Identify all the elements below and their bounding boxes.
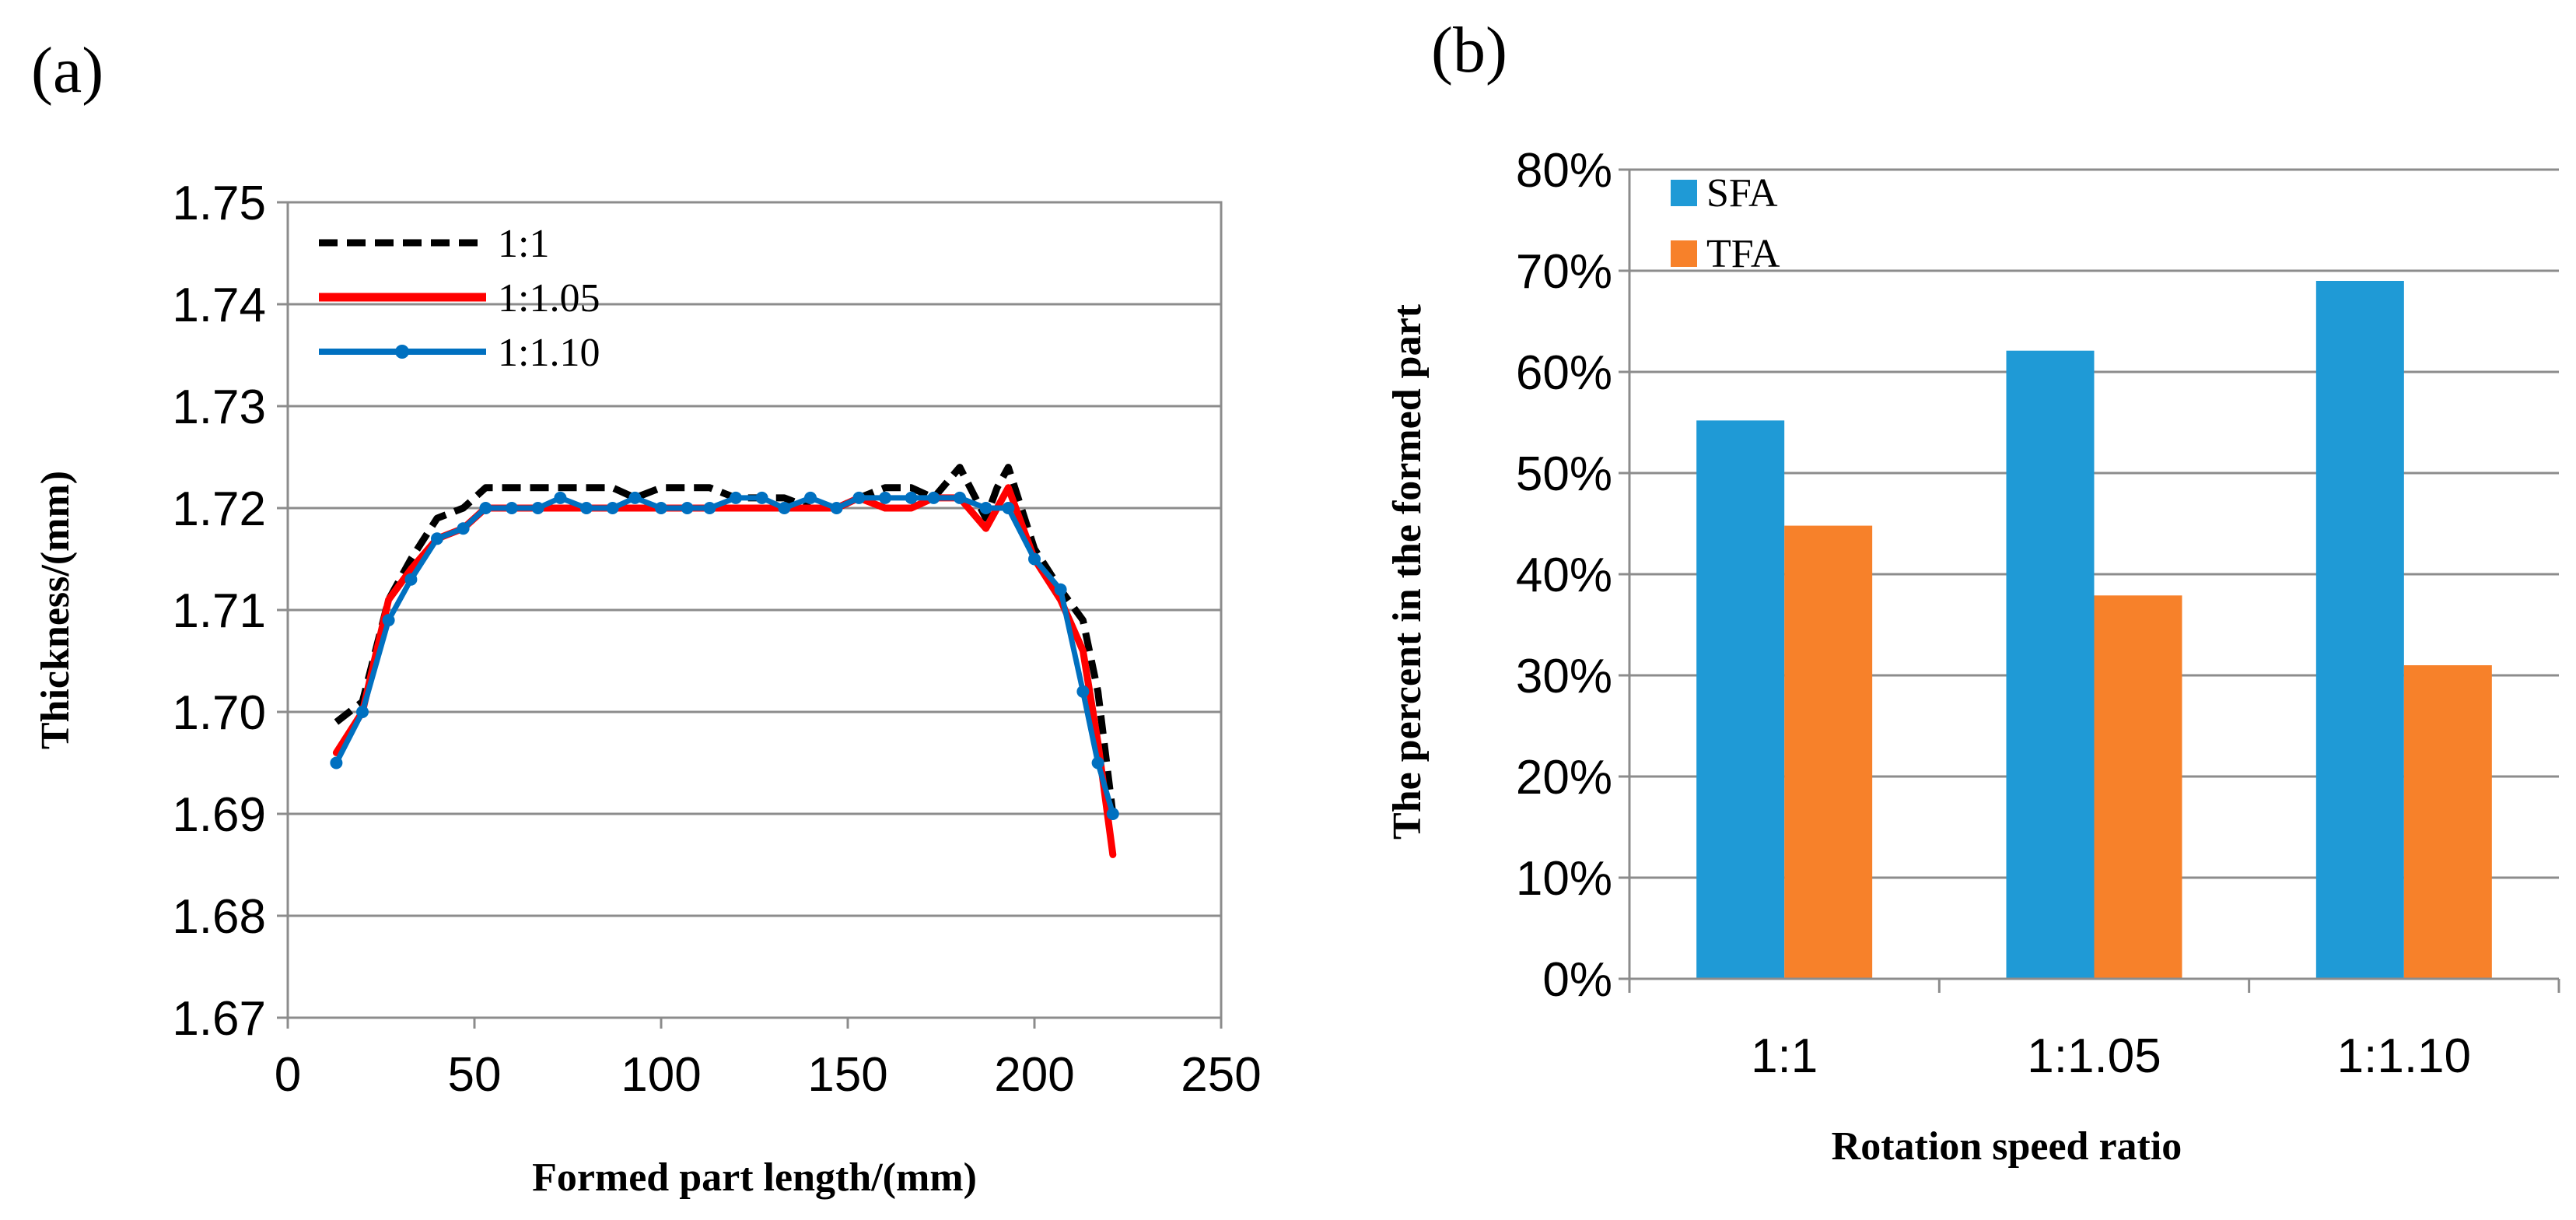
a-y-tick-label: 1.67 — [172, 992, 266, 1046]
a-data-point — [506, 502, 518, 514]
a-plot-frame — [286, 201, 1223, 1019]
b-y-tick-labels: 0% 10% 20% 30% 40% 50% 60% 70% 80% — [1516, 144, 1612, 1007]
a-data-point — [554, 491, 567, 504]
a-data-point — [628, 491, 642, 504]
b-bar-TFA-1:1.05 — [2094, 595, 2182, 979]
a-data-point — [703, 502, 716, 514]
a-data-point — [1076, 685, 1090, 698]
b-axes — [1628, 170, 2560, 993]
a-data-point — [730, 491, 742, 504]
a-data-point — [778, 502, 791, 514]
a-legend-label: 1:1.05 — [498, 276, 600, 321]
b-bar-TFA-1:1 — [1784, 525, 1873, 979]
b-category-label: 1:1 — [1751, 1029, 1818, 1083]
b-y-tick-label: 50% — [1516, 447, 1612, 501]
a-data-point — [356, 706, 369, 718]
a-x-tick-labels: 0 50 100 150 200 250 — [275, 1018, 1262, 1102]
a-data-point — [404, 573, 418, 586]
a-x-tick-label: 50 — [448, 1048, 502, 1102]
a-data-point — [479, 502, 492, 514]
a-x-tick-label: 200 — [994, 1048, 1074, 1102]
a-data-point — [852, 491, 866, 504]
a-x-tick-label: 150 — [807, 1048, 887, 1102]
a-y-tick-label: 1.75 — [172, 177, 266, 230]
a-y-tick-label: 1.68 — [172, 890, 266, 944]
a-data-point — [1054, 583, 1067, 596]
b-bar-SFA-1:1.05 — [2006, 350, 2095, 979]
bar-chart-panel-b: (b) 0% 10% 20% 30% 40% 50% 60% 70% 80% 1:1 1:1.05… — [1385, 14, 2560, 1169]
line-chart-panel-a: (a) 1.67 1.68 1.69 1.70 1.71 1.72 1.73 1.74 1.75… — [31, 34, 1262, 1200]
a-data-point — [531, 502, 544, 514]
a-data-point — [954, 491, 966, 504]
a-data-point — [1028, 552, 1041, 566]
a-x-axis-title: Formed part length/(mm) — [532, 1155, 977, 1200]
b-y-tick-label: 40% — [1516, 549, 1612, 602]
a-data-point — [755, 491, 768, 504]
b-legend-swatch-TFA — [1671, 240, 1697, 267]
a-data-point — [580, 502, 593, 514]
a-x-tick-label: 0 — [275, 1048, 301, 1102]
b-y-tick-label: 30% — [1516, 650, 1612, 703]
a-series-line-1:1 — [334, 464, 1117, 815]
b-y-tick-label: 80% — [1516, 144, 1612, 198]
b-bars — [1696, 281, 2492, 979]
a-legend-marker — [395, 345, 409, 359]
a-data-point — [655, 502, 667, 514]
b-legend: SFA TFA — [1671, 171, 1780, 276]
a-data-point — [905, 491, 918, 504]
b-bar-TFA-1:1.10 — [2403, 665, 2492, 979]
a-series-line-1:1.10 — [333, 495, 1116, 817]
a-data-point — [606, 502, 619, 514]
b-y-tick-label: 0% — [1542, 953, 1612, 1007]
b-bar-SFA-1:1 — [1696, 420, 1785, 979]
a-data-point — [330, 756, 343, 770]
b-legend-label: TFA — [1706, 232, 1780, 276]
b-category-labels: 1:1 1:1.05 1:1.10 — [1751, 1029, 2471, 1083]
a-y-tick-label: 1.72 — [172, 482, 266, 536]
b-y-tick-label: 10% — [1516, 852, 1612, 906]
a-y-tick-label: 1.73 — [172, 380, 266, 434]
a-data-point — [1002, 502, 1015, 514]
a-series-group — [330, 464, 1119, 858]
a-data-point — [979, 502, 992, 514]
b-x-axis-title: Rotation speed ratio — [1832, 1124, 2182, 1169]
b-y-tick-label: 60% — [1516, 346, 1612, 400]
a-y-tick-label: 1.71 — [172, 584, 266, 638]
a-data-point — [431, 532, 443, 545]
a-legend-label: 1:1 — [498, 222, 549, 266]
a-legend-label: 1:1.10 — [498, 331, 600, 375]
b-category-label: 1:1.05 — [2027, 1029, 2161, 1083]
a-x-tick-label: 100 — [621, 1048, 701, 1102]
a-data-point — [382, 614, 395, 627]
b-bar-SFA-1:1.10 — [2315, 281, 2404, 979]
b-category-label: 1:1.10 — [2337, 1029, 2471, 1083]
a-data-point — [879, 491, 891, 504]
panel-label-b: (b) — [1431, 14, 1507, 86]
b-y-tick-label: 20% — [1516, 751, 1612, 805]
a-data-point — [457, 522, 470, 535]
a-series-line-1:1.05 — [332, 484, 1117, 858]
a-y-tick-labels: 1.67 1.68 1.69 1.70 1.71 1.72 1.73 1.74 1.75 — [172, 177, 266, 1046]
a-data-point — [927, 491, 940, 504]
b-legend-label: SFA — [1706, 171, 1778, 216]
a-data-point — [1091, 756, 1104, 770]
a-y-axis-title: Thickness/(mm) — [33, 471, 78, 749]
panel-label-a: (a) — [31, 34, 103, 107]
a-x-tick-label: 250 — [1181, 1048, 1261, 1102]
a-y-tick-label: 1.69 — [172, 788, 266, 842]
a-data-point — [1106, 808, 1119, 820]
a-data-point — [681, 502, 694, 514]
b-y-tick-label: 70% — [1516, 245, 1612, 299]
a-y-tick-label: 1.74 — [172, 279, 266, 332]
a-data-point — [830, 502, 843, 514]
b-legend-swatch-SFA — [1671, 180, 1697, 206]
a-legend: 1:1 1:1.05 1:1.10 — [319, 222, 600, 375]
b-y-axis-title: The percent in the formed part — [1385, 303, 1430, 840]
a-y-tick-label: 1.70 — [172, 686, 266, 740]
a-data-point — [804, 491, 817, 504]
